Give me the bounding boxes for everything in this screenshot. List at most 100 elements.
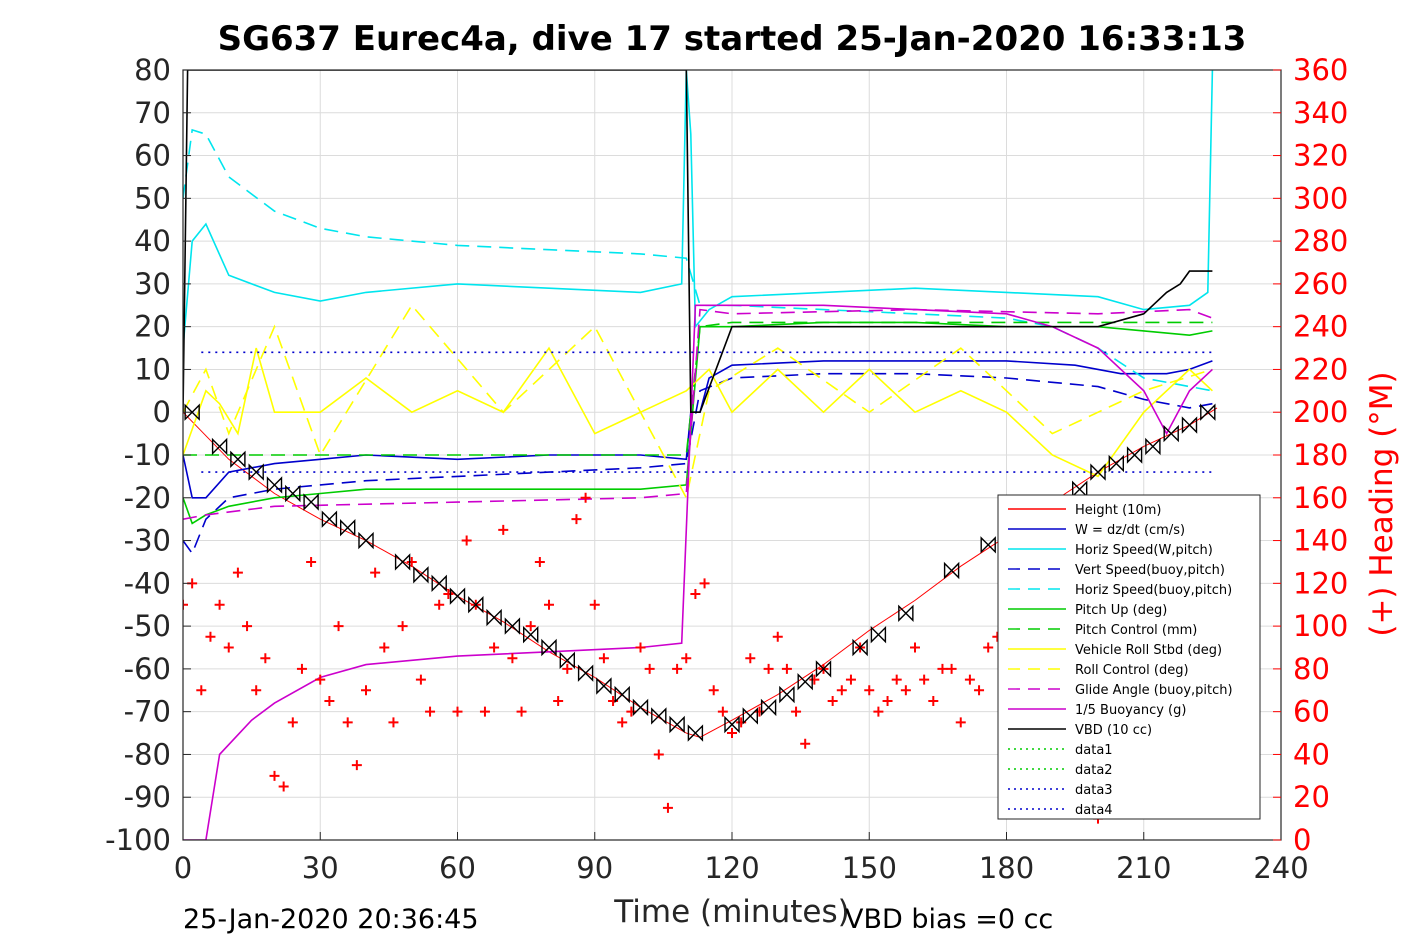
height-marker bbox=[1108, 454, 1124, 473]
heading-point bbox=[955, 717, 966, 728]
height-marker bbox=[523, 625, 539, 644]
height-marker bbox=[577, 664, 594, 682]
y-tick-label: 50 bbox=[134, 181, 171, 215]
right-tick-label: 180 bbox=[1293, 438, 1348, 472]
height-marker bbox=[431, 574, 447, 593]
chart-title: SG637 Eurec4a, dive 17 started 25-Jan-20… bbox=[218, 19, 1247, 59]
legend-label: Vehicle Roll Stbd (deg) bbox=[1075, 643, 1222, 658]
series-line-7 bbox=[183, 346, 1213, 478]
legend-label: data1 bbox=[1075, 743, 1113, 758]
right-tick-label: 160 bbox=[1293, 481, 1348, 515]
height-marker bbox=[1145, 437, 1161, 456]
x-tick-label: 180 bbox=[979, 851, 1034, 885]
height-marker bbox=[184, 403, 200, 421]
series-line-10 bbox=[183, 304, 1213, 840]
heading-point bbox=[809, 674, 820, 685]
legend-label: Horiz Speed(buoy,pitch) bbox=[1075, 583, 1232, 598]
height-marker bbox=[797, 673, 813, 691]
heading-point bbox=[260, 653, 271, 664]
height-marker bbox=[504, 617, 521, 635]
series-line-11 bbox=[183, 70, 1213, 414]
right-tick-label: 320 bbox=[1293, 139, 1348, 173]
heading-point bbox=[964, 674, 975, 685]
y-tick-label: -40 bbox=[124, 566, 171, 600]
height-marker bbox=[468, 596, 484, 614]
heading-point bbox=[635, 642, 646, 653]
heading-point bbox=[544, 599, 554, 610]
y-tick-label: 70 bbox=[134, 96, 171, 130]
heading-point bbox=[278, 781, 289, 792]
heading-point bbox=[351, 760, 362, 771]
height-marker bbox=[760, 698, 777, 717]
heading-point bbox=[498, 524, 509, 535]
heading-point bbox=[388, 717, 399, 728]
height-marker bbox=[340, 519, 356, 537]
height-marker bbox=[486, 608, 502, 627]
heading-point bbox=[580, 492, 591, 503]
footer-vbd-bias: VBD bias =0 cc bbox=[845, 904, 1053, 935]
heading-point bbox=[425, 706, 436, 717]
heading-point bbox=[452, 706, 463, 717]
y-tick-label: -50 bbox=[124, 609, 171, 643]
height-marker bbox=[1090, 463, 1106, 481]
heading-point bbox=[772, 631, 783, 642]
legend-label: data4 bbox=[1075, 803, 1113, 818]
heading-point bbox=[324, 695, 335, 706]
heading-point bbox=[727, 728, 737, 739]
legend-label: 1/5 Buoyancy (g) bbox=[1075, 703, 1186, 718]
right-tick-label: 240 bbox=[1293, 310, 1348, 344]
height-marker bbox=[898, 604, 914, 622]
heading-point bbox=[489, 642, 500, 653]
right-tick-label: 340 bbox=[1293, 96, 1348, 130]
heading-point bbox=[333, 621, 344, 632]
heading-point bbox=[598, 653, 609, 664]
y-tick-label: 60 bbox=[134, 139, 171, 173]
heading-point bbox=[315, 674, 326, 685]
height-marker bbox=[596, 677, 612, 695]
height-marker bbox=[1163, 424, 1179, 443]
heading-point bbox=[415, 674, 426, 685]
heading-point bbox=[479, 706, 490, 717]
legend-label: VBD (10 cc) bbox=[1075, 723, 1152, 738]
heading-point bbox=[836, 685, 847, 696]
height-marker bbox=[724, 715, 740, 734]
heading-point bbox=[864, 685, 875, 696]
heading-point bbox=[397, 621, 408, 632]
right-tick-label: 80 bbox=[1293, 652, 1330, 686]
x-tick-label: 150 bbox=[842, 851, 897, 885]
legend-label: data3 bbox=[1075, 783, 1113, 798]
heading-point bbox=[196, 685, 207, 696]
height-marker bbox=[1181, 416, 1198, 434]
heading-point bbox=[370, 567, 381, 578]
height-marker bbox=[687, 724, 704, 742]
heading-point bbox=[242, 621, 253, 632]
x-tick-label: 90 bbox=[576, 851, 613, 885]
footer-timestamp: 25-Jan-2020 20:36:45 bbox=[183, 904, 479, 935]
heading-point bbox=[296, 663, 307, 674]
heading-point bbox=[745, 653, 756, 664]
y-tick-label: -30 bbox=[124, 524, 171, 558]
y-tick-label: 30 bbox=[134, 267, 171, 301]
x-tick-label: 210 bbox=[1116, 851, 1171, 885]
x-tick-label: 0 bbox=[174, 851, 192, 885]
heading-point bbox=[361, 685, 371, 696]
height-marker bbox=[742, 707, 758, 725]
right-tick-label: 40 bbox=[1293, 737, 1330, 771]
heading-point bbox=[845, 674, 856, 685]
heading-point bbox=[928, 695, 939, 706]
heading-point bbox=[214, 599, 225, 610]
height-marker bbox=[211, 437, 228, 456]
right-tick-label: 0 bbox=[1293, 823, 1311, 857]
height-marker bbox=[815, 660, 832, 678]
heading-point bbox=[644, 663, 655, 674]
y-tick-label: -10 bbox=[124, 438, 171, 472]
heading-point bbox=[717, 706, 728, 717]
x-tick-label: 240 bbox=[1253, 851, 1308, 885]
heading-point bbox=[672, 663, 683, 674]
legend-label: Vert Speed(buoy,pitch) bbox=[1075, 563, 1225, 578]
heading-point bbox=[900, 685, 911, 696]
heading-point bbox=[251, 685, 262, 696]
legend: Height (10m) W = dz/dt (cm/s) Horiz Speed(… bbox=[997, 494, 1261, 820]
heading-point bbox=[937, 663, 948, 674]
height-marker bbox=[870, 625, 887, 644]
